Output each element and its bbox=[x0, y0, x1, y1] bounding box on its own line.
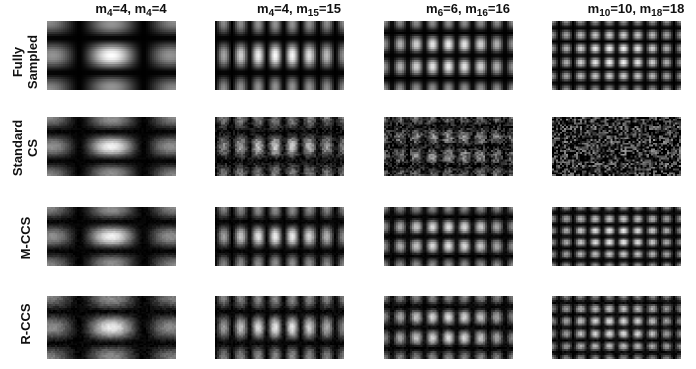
image-panel bbox=[552, 207, 681, 266]
image-panel bbox=[384, 207, 513, 266]
column-title: m6=6, m16=16 bbox=[426, 1, 510, 19]
image-panel bbox=[47, 207, 176, 266]
image-panel bbox=[215, 21, 344, 90]
column-title: m10=10, m18=18 bbox=[587, 1, 685, 19]
row-label-r-ccs: R-CCS bbox=[5, 279, 45, 369]
image-panel bbox=[47, 21, 176, 90]
row-label-fully-sampled: Fully Sampled bbox=[5, 17, 45, 107]
row-label-standard-cs: Standard CS bbox=[5, 103, 45, 193]
row-label-line: R-CCS bbox=[17, 303, 33, 345]
row-label-line: Standard bbox=[10, 119, 25, 177]
image-panel bbox=[384, 296, 513, 359]
row-label-line: M-CCS bbox=[17, 216, 33, 260]
image-panel bbox=[47, 296, 176, 359]
row-label-line: CS bbox=[25, 138, 40, 158]
image-panel bbox=[552, 117, 681, 176]
image-panel bbox=[215, 117, 344, 176]
image-panel bbox=[47, 117, 176, 176]
image-panel bbox=[384, 21, 513, 90]
image-panel bbox=[384, 117, 513, 176]
row-label-line: Fully bbox=[10, 46, 25, 78]
image-panel bbox=[552, 296, 681, 359]
row-label-line: Sampled bbox=[25, 34, 40, 90]
image-panel bbox=[215, 207, 344, 266]
image-panel bbox=[215, 296, 344, 359]
image-panel bbox=[552, 21, 681, 90]
column-title: m4=4, m4=4 bbox=[95, 1, 167, 19]
row-label-m-ccs: M-CCS bbox=[5, 193, 45, 283]
column-title: m4=4, m15=15 bbox=[257, 1, 341, 19]
